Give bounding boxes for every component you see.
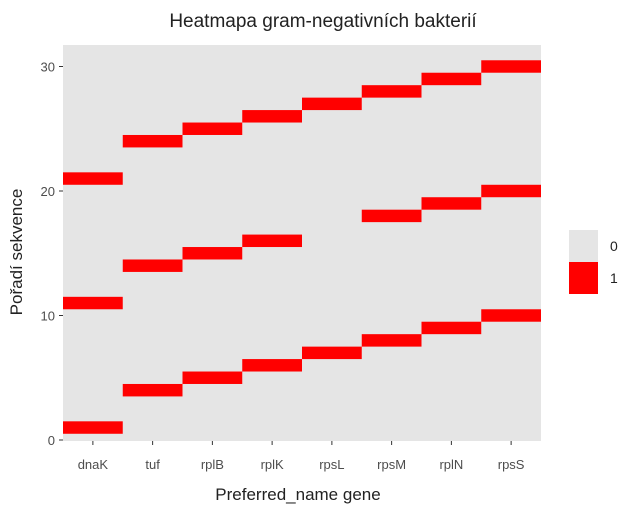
- heatmap-cell: [182, 122, 243, 135]
- x-tick-label: rpsM: [377, 457, 406, 472]
- heatmap-cell: [421, 72, 482, 86]
- heatmap-cell: [122, 134, 183, 148]
- x-tick-label: rplK: [261, 457, 284, 472]
- heatmap-cell: [481, 309, 541, 322]
- heatmap-cell: [242, 359, 302, 372]
- heatmap-cell: [63, 296, 123, 310]
- x-tick-label: rpsS: [498, 457, 525, 472]
- x-tick-label: tuf: [145, 457, 160, 472]
- y-tick-label: 0: [48, 433, 55, 448]
- heatmap-cell: [242, 110, 302, 123]
- legend-key: [569, 262, 598, 294]
- heatmap-cell: [63, 172, 123, 185]
- y-axis-title: Pořadí sekvence: [7, 189, 26, 316]
- heatmap-cell: [421, 321, 482, 335]
- legend-label: 1: [610, 270, 618, 286]
- heatmap-cell: [361, 334, 422, 347]
- heatmap-cell: [242, 234, 302, 248]
- heatmap-cell: [63, 421, 123, 434]
- heatmap-cell: [182, 247, 243, 260]
- plot-panel: [63, 45, 541, 441]
- x-tick-label: rplN: [439, 457, 463, 472]
- heatmap-cell: [182, 371, 243, 384]
- axis-ticks: dnaK tuf rplB rplK rpsL rpsM rplN rpsS 0 10 20 30: [41, 60, 525, 473]
- x-tick-label: rpsL: [319, 457, 344, 472]
- heatmap-cell: [421, 197, 482, 210]
- y-tick-label: 10: [41, 309, 55, 324]
- heatmap-cell: [122, 383, 183, 397]
- x-tick-label: rplB: [201, 457, 224, 472]
- heatmap-cell: [481, 60, 541, 73]
- chart-title: Heatmapa gram-negativních bakterií: [169, 11, 477, 32]
- heatmap-cell: [302, 97, 362, 111]
- legend-label: 0: [610, 238, 618, 254]
- heatmap-cell: [361, 209, 422, 223]
- heatmap-cell: [481, 184, 541, 198]
- heatmap-cell: [361, 85, 422, 98]
- x-tick-label: dnaK: [78, 457, 109, 472]
- x-axis-title: Preferred_name gene: [215, 485, 380, 504]
- legend: 01: [569, 230, 618, 294]
- heatmap-cell: [302, 346, 362, 360]
- heatmap-cell: [122, 259, 183, 272]
- y-tick-label: 20: [41, 184, 55, 199]
- legend-key: [569, 230, 598, 262]
- y-tick-label: 30: [41, 60, 55, 75]
